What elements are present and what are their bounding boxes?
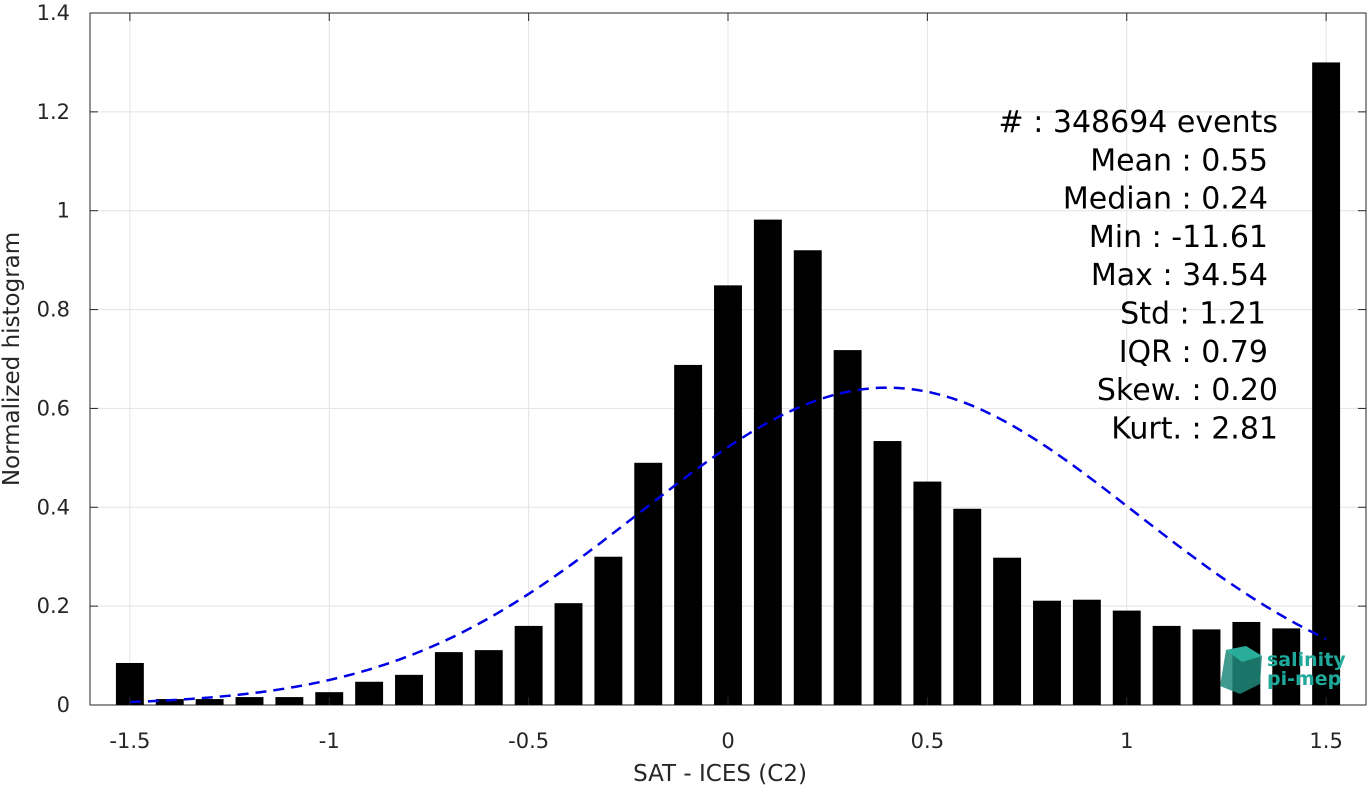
histogram-bar bbox=[155, 699, 184, 705]
histogram-bar bbox=[395, 674, 423, 705]
x-tick-label: -1 bbox=[319, 729, 340, 753]
histogram-bar bbox=[833, 350, 862, 705]
histogram-bar bbox=[514, 625, 543, 705]
histogram-bar bbox=[434, 652, 463, 705]
x-tick-label: 0 bbox=[721, 729, 734, 753]
histogram-bar bbox=[1072, 599, 1101, 705]
y-tick-label: 0.8 bbox=[37, 298, 70, 322]
y-tick-label: 0.6 bbox=[37, 396, 70, 420]
y-tick-label: 1.2 bbox=[37, 100, 70, 124]
salinity-pimep-logo: salinity pi-mep bbox=[1220, 646, 1346, 694]
y-tick-label: 0.4 bbox=[37, 495, 70, 519]
x-tick-label: 1.5 bbox=[1309, 729, 1342, 753]
stat-line: Min : -11.61 bbox=[1089, 220, 1268, 255]
y-axis-ticks: 0 0.2 0.4 0.6 0.8 1 1.2 1.4 bbox=[37, 1, 1366, 717]
histogram-bar bbox=[355, 681, 384, 705]
stat-line: Median : 0.24 bbox=[1063, 182, 1268, 217]
x-axis-label: SAT - ICES (C2) bbox=[633, 761, 807, 785]
x-tick-label: -1.5 bbox=[109, 729, 150, 753]
logo-text-line2: pi-mep bbox=[1267, 668, 1341, 690]
stat-line: Mean : 0.55 bbox=[1090, 143, 1268, 178]
y-tick-label: 0 bbox=[57, 693, 70, 717]
histogram-bar bbox=[993, 557, 1022, 705]
histogram-bar bbox=[235, 697, 264, 705]
histogram-bar bbox=[1033, 600, 1061, 705]
x-axis-ticks: -1.5 -1 -0.5 0 0.5 1 1.5 bbox=[109, 13, 1343, 753]
histogram-bar bbox=[1272, 628, 1301, 705]
x-tick-label: 0.5 bbox=[911, 729, 944, 753]
histogram-bar bbox=[714, 285, 742, 705]
histogram-bar bbox=[1192, 629, 1221, 705]
histogram-bar bbox=[753, 219, 782, 705]
x-tick-label: 1 bbox=[1120, 729, 1133, 753]
histogram-bar bbox=[913, 481, 942, 705]
gaussian-fit-curve bbox=[129, 386, 1327, 704]
stat-line: Kurt. : 2.81 bbox=[1111, 411, 1278, 446]
histogram-bar bbox=[674, 364, 703, 705]
histogram-bar bbox=[1312, 62, 1341, 705]
histogram-bar bbox=[554, 603, 583, 705]
histogram-bar bbox=[195, 699, 224, 705]
histogram-bar bbox=[953, 508, 982, 705]
histogram-bars bbox=[115, 62, 1341, 705]
logo-text-line1: salinity bbox=[1267, 649, 1346, 671]
x-tick-label: -0.5 bbox=[508, 729, 549, 753]
histogram-bar bbox=[275, 697, 304, 705]
histogram-bar bbox=[1112, 610, 1141, 705]
stat-line: # : 348694 events bbox=[999, 105, 1278, 140]
stat-line: Max : 34.54 bbox=[1091, 258, 1268, 293]
y-tick-label: 0.2 bbox=[37, 594, 70, 618]
y-tick-label: 1 bbox=[57, 199, 70, 223]
histogram-bar bbox=[474, 650, 503, 705]
histogram-bar bbox=[634, 462, 663, 705]
histogram-bar bbox=[873, 441, 902, 705]
y-axis-label: Normalized histogram bbox=[0, 232, 25, 486]
histogram-bar bbox=[1152, 625, 1181, 705]
grid-lines bbox=[90, 12, 1366, 706]
stat-line: IQR : 0.79 bbox=[1119, 335, 1268, 370]
y-tick-label: 1.4 bbox=[37, 1, 70, 25]
stat-line: Skew. : 0.20 bbox=[1097, 373, 1278, 408]
histogram-bar bbox=[594, 556, 623, 705]
stat-line: Std : 1.21 bbox=[1120, 297, 1266, 332]
histogram-bar bbox=[793, 250, 822, 705]
